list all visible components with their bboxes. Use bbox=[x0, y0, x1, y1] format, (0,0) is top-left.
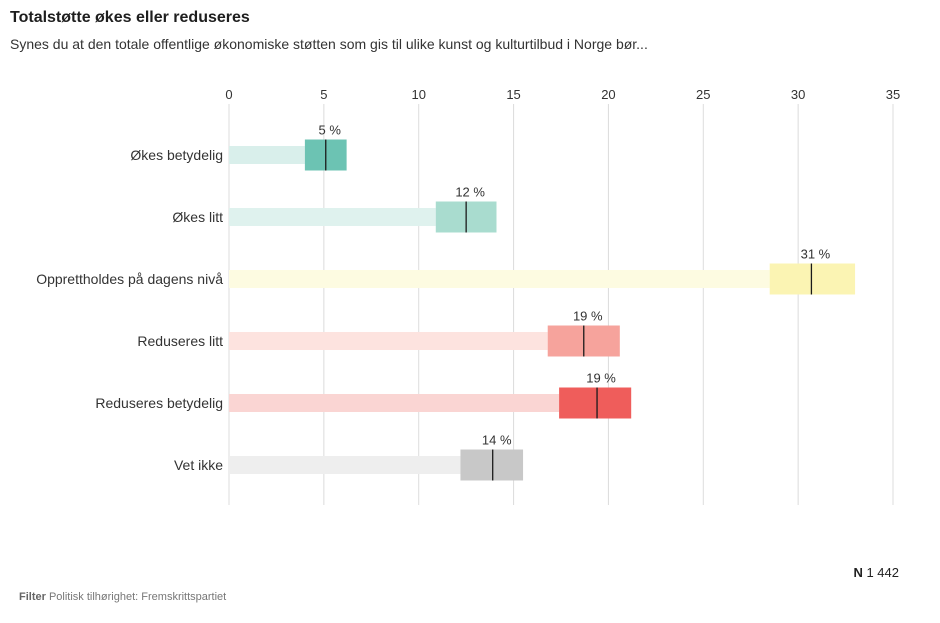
bar-value-label: 19 % bbox=[586, 371, 616, 386]
bar-background bbox=[229, 270, 770, 288]
category-label: Vet ikke bbox=[174, 457, 223, 473]
bar-interval bbox=[769, 263, 856, 295]
bar-value-label: 14 % bbox=[482, 433, 512, 448]
x-tick-label: 0 bbox=[225, 87, 232, 102]
x-tick-label: 10 bbox=[411, 87, 425, 102]
bar-background bbox=[229, 208, 436, 226]
bar-background bbox=[229, 456, 461, 474]
x-tick-label: 15 bbox=[506, 87, 520, 102]
bar-value-label: 5 % bbox=[319, 123, 342, 138]
x-tick-label: 30 bbox=[791, 87, 805, 102]
sample-size-label: N bbox=[853, 565, 863, 580]
category-label: Reduseres litt bbox=[137, 333, 223, 349]
filter-info: Filter Politisk tilhørighet: Fremskritts… bbox=[19, 591, 226, 603]
sample-size: N 1 442 bbox=[853, 565, 899, 580]
sample-size-value: 1 442 bbox=[866, 565, 899, 580]
chart-subtitle: Synes du at den totale offentlige økonom… bbox=[10, 36, 648, 52]
x-tick-label: 5 bbox=[320, 87, 327, 102]
bar-background bbox=[229, 332, 548, 350]
category-label: Opprettholdes på dagens nivå bbox=[36, 271, 223, 287]
x-tick-label: 20 bbox=[601, 87, 615, 102]
bar-chart: 0 5 10 15 20 25 30 35 5 % Økes betydelig 12 % Økes … bbox=[36, 87, 900, 505]
bar-interval bbox=[460, 449, 524, 481]
x-tick-label: 35 bbox=[886, 87, 900, 102]
category-label: Økes litt bbox=[172, 209, 223, 225]
filter-label: Filter bbox=[19, 591, 46, 603]
chart-title: Totalstøtte økes eller reduseres bbox=[10, 9, 250, 26]
bar-interval bbox=[559, 387, 632, 419]
bar-value-label: 12 % bbox=[455, 185, 485, 200]
category-label: Reduseres betydelig bbox=[95, 395, 223, 411]
x-tick-label: 25 bbox=[696, 87, 710, 102]
bar-value-label: 31 % bbox=[801, 247, 831, 262]
bar-background bbox=[229, 146, 305, 164]
bar-value-label: 19 % bbox=[573, 309, 603, 324]
filter-value: Politisk tilhørighet: Fremskrittspartiet bbox=[48, 591, 227, 603]
category-label: Økes betydelig bbox=[130, 147, 223, 163]
bar-background bbox=[229, 394, 560, 412]
